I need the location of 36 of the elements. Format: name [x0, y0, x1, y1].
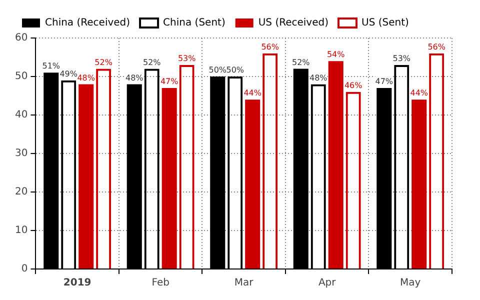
data-label: 50%: [208, 66, 227, 75]
data-label: 48%: [77, 73, 96, 82]
data-label: 52%: [94, 58, 113, 67]
data-label: 48%: [125, 73, 144, 82]
data-label: 54%: [326, 50, 346, 60]
y-tick-label: 50: [14, 71, 28, 82]
y-tick-label: 20: [14, 186, 28, 198]
data-label: 52%: [142, 58, 162, 67]
legend-label: China (Sent): [163, 18, 226, 29]
data-label: 50%: [226, 66, 244, 75]
data-label: 51%: [42, 62, 60, 71]
x-tick-label: Feb: [152, 278, 170, 289]
data-label: 47%: [160, 77, 179, 86]
data-label: 56%: [428, 42, 446, 52]
legend-label: US (Sent): [361, 18, 409, 29]
data-label: 44%: [410, 88, 428, 98]
data-label: 44%: [244, 88, 262, 98]
y-tick-label: 30: [14, 148, 28, 160]
data-label: 53%: [178, 54, 196, 64]
legend-label: US (Received): [258, 18, 329, 29]
data-label: 53%: [392, 54, 411, 64]
x-tick-label: 2019: [63, 278, 92, 289]
x-tick-label: Apr: [318, 278, 337, 289]
data-label: 49%: [60, 69, 78, 78]
x-tick-label: Mar: [234, 278, 254, 289]
y-tick-label: 40: [14, 110, 28, 121]
y-tick-label: 0: [21, 264, 28, 275]
data-label: 48%: [309, 73, 328, 82]
data-label: 46%: [344, 80, 363, 90]
data-label: 47%: [375, 77, 394, 86]
data-label: 56%: [261, 42, 280, 52]
y-tick-label: 10: [14, 225, 28, 236]
legend-label: China (Received): [45, 18, 130, 29]
x-tick-label: May: [400, 278, 421, 289]
data-label: 52%: [292, 58, 310, 67]
y-tick-label: 60: [14, 32, 28, 44]
